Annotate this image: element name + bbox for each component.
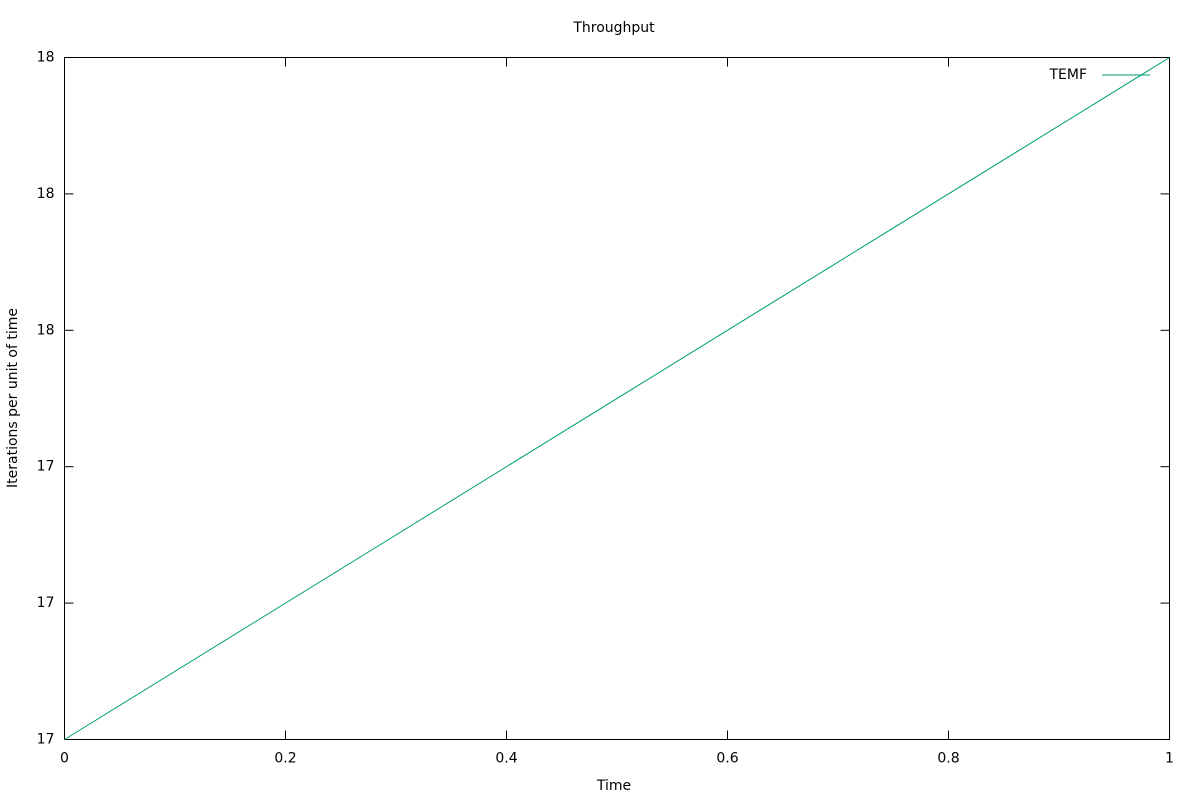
legend-label: TEMF xyxy=(1048,67,1087,83)
y-axis-label: Iterations per unit of time xyxy=(5,308,21,488)
x-tick-label: 0 xyxy=(60,751,69,767)
x-tick-label: 0.2 xyxy=(274,751,296,767)
y-tick-label: 17 xyxy=(37,459,55,475)
x-tick-label: 0.8 xyxy=(937,751,959,767)
x-tick-label: 0.6 xyxy=(716,751,738,767)
y-tick-label: 17 xyxy=(37,732,55,748)
y-tick-label: 17 xyxy=(37,595,55,611)
x-axis-label: Time xyxy=(596,778,631,794)
x-tick-label: 0.4 xyxy=(495,751,517,767)
chart-title: Throughput xyxy=(572,20,655,36)
y-tick-label: 18 xyxy=(37,186,55,202)
data-line xyxy=(64,57,1170,740)
y-tick-label: 18 xyxy=(37,322,55,338)
plot-border xyxy=(64,57,1170,740)
x-tick-label: 1 xyxy=(1165,751,1174,767)
y-tick-label: 18 xyxy=(37,50,55,66)
